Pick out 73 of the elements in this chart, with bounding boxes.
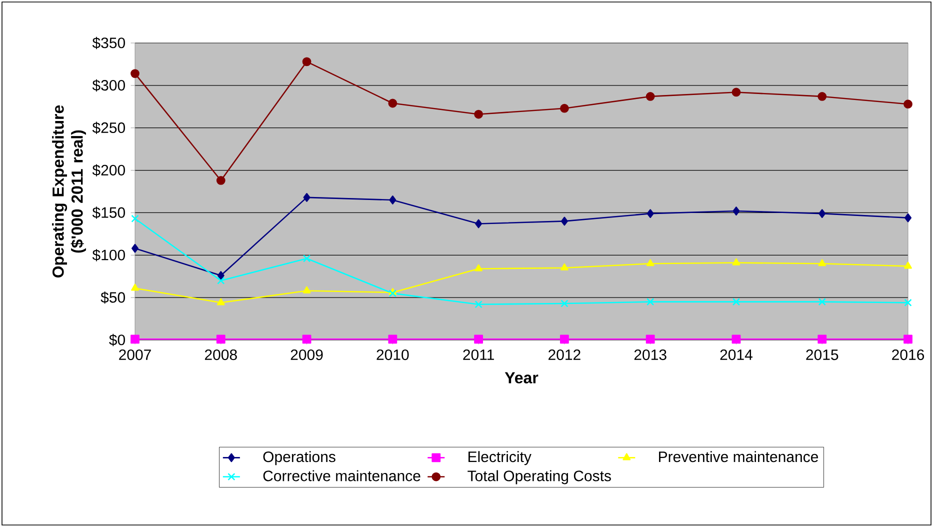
x-tick-label: 2008 [204, 349, 237, 360]
y-tick-label: $100 [92, 249, 125, 262]
point [216, 298, 225, 306]
y-tick-label: $200 [92, 164, 125, 176]
point [732, 88, 741, 97]
x-tick-label: 2015 [806, 349, 838, 360]
y-tick-label: $50 [100, 291, 125, 304]
point [904, 100, 912, 109]
x-tick-label: 2009 [290, 349, 323, 360]
point [732, 298, 740, 306]
point [904, 213, 912, 222]
point [646, 334, 655, 344]
x-tick-label: 2010 [376, 349, 409, 360]
point [646, 92, 655, 101]
x-tick-label: 2016 [892, 349, 924, 360]
legend-label: Corrective maintenance [263, 470, 420, 482]
point [474, 300, 482, 308]
point [217, 276, 225, 284]
point [302, 254, 311, 262]
x-tick-label: 2014 [720, 349, 752, 360]
legend-label: Operations [263, 451, 336, 466]
point [732, 334, 741, 344]
point [132, 244, 138, 253]
legend-label: Preventive maintenance [659, 451, 818, 462]
point [131, 214, 139, 222]
point [646, 259, 654, 266]
x-axis-title: Year [504, 372, 538, 384]
point [216, 334, 226, 344]
legend-label: Total Operating Costs [468, 470, 611, 484]
point [560, 300, 568, 308]
point [904, 298, 912, 306]
point [818, 259, 826, 266]
point [560, 263, 568, 270]
x-tick-label: 2011 [463, 349, 494, 360]
point [818, 334, 827, 344]
legend-label: Electricity [468, 451, 532, 466]
point [646, 209, 654, 218]
point [388, 334, 398, 344]
point [818, 209, 826, 218]
point [818, 298, 826, 306]
point [560, 216, 568, 226]
point [131, 284, 139, 291]
point [560, 334, 569, 344]
point [303, 192, 310, 202]
y-tick-label: $350 [92, 36, 125, 50]
x-tick-label: 2013 [634, 349, 666, 360]
point [216, 176, 226, 185]
point [217, 271, 224, 280]
point [732, 206, 740, 216]
point [904, 334, 912, 344]
y-axis-title: Operating Expenditure ($'000 2011 real) [52, 105, 86, 278]
point [474, 110, 484, 119]
y-tick-label: $0 [109, 334, 125, 346]
point [646, 298, 654, 306]
y-tick-label: $300 [92, 79, 125, 92]
point [474, 334, 484, 344]
point [302, 286, 311, 294]
point [302, 57, 312, 66]
point [475, 219, 482, 228]
y-tick-label: $150 [92, 206, 125, 219]
x-tick-label: 2012 [548, 349, 580, 360]
point [818, 92, 827, 101]
point [389, 196, 396, 204]
point [302, 334, 312, 344]
point [130, 69, 140, 78]
point [474, 264, 482, 272]
x-tick-label: 2007 [119, 349, 151, 360]
y-tick-label: $250 [92, 122, 125, 134]
point [904, 262, 912, 269]
point [130, 334, 140, 344]
point [732, 258, 740, 266]
point [388, 98, 398, 108]
point [560, 104, 569, 113]
